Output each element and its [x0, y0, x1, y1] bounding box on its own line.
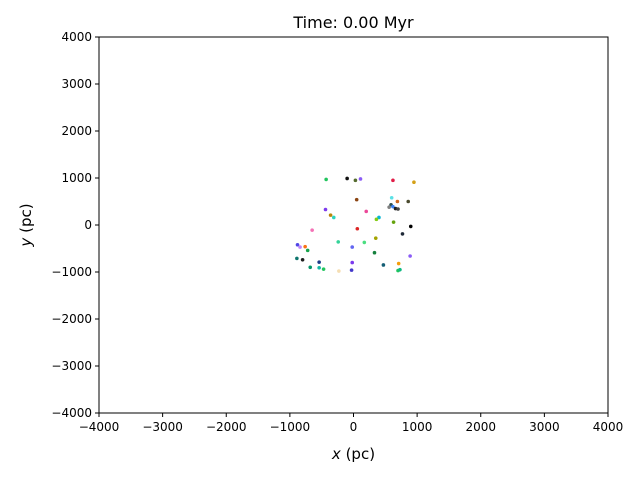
scatter-point [300, 257, 305, 262]
x-axis-label: x (pc) [331, 445, 375, 463]
x-tick-label: 0 [350, 420, 358, 434]
y-tick-label: 1000 [61, 171, 92, 185]
y-tick-label: 2000 [61, 124, 92, 138]
scatter-points [295, 176, 416, 273]
scatter-point [355, 226, 360, 231]
scatter-point [324, 177, 328, 182]
scatter-point [395, 199, 400, 204]
x-tick-label: 3000 [529, 420, 560, 434]
scatter-point [391, 204, 395, 209]
plot-frame [98, 36, 609, 414]
scatter-point [391, 178, 395, 183]
scatter-point [377, 215, 381, 220]
scatter-point [331, 215, 336, 220]
y-tick-label: 0 [84, 218, 92, 232]
scatter-point [350, 245, 355, 249]
x-axis: −4000 −3000 −2000 −1000 0 1000 2000 3000 4000 [79, 413, 624, 434]
scatter-point [305, 248, 310, 253]
y-tick-label: 4000 [61, 30, 92, 44]
scatter-point [406, 199, 411, 204]
x-tick-label: 2000 [465, 420, 496, 434]
scatter-point [362, 240, 367, 245]
scatter-point [389, 195, 394, 200]
scatter-point [400, 232, 405, 236]
x-tick-label: 4000 [593, 420, 624, 434]
scatter-point [337, 269, 341, 273]
y-tick-label: 3000 [61, 77, 92, 91]
scatter-point [317, 265, 321, 270]
x-tick-label: −3000 [142, 420, 183, 434]
scatter-point [396, 261, 401, 266]
scatter-point [310, 228, 314, 232]
scatter-point [350, 260, 355, 265]
scatter-point [323, 207, 328, 212]
scatter-point [303, 244, 307, 249]
scatter-point [408, 254, 412, 258]
scatter-point [353, 178, 358, 183]
scatter-point [354, 197, 359, 202]
scatter-point [295, 256, 299, 261]
scatter-point [336, 240, 341, 244]
scatter-point [387, 205, 391, 209]
scatter-point [317, 260, 321, 264]
y-axis-label: y (pc) [17, 203, 35, 247]
y-tick-label: −2000 [51, 312, 92, 326]
scatter-point [321, 267, 326, 271]
scatter-point [412, 180, 416, 185]
scatter-point [345, 176, 349, 181]
x-tick-label: −4000 [79, 420, 120, 434]
scatter-point [295, 242, 300, 247]
scatter-point [391, 220, 396, 224]
y-tick-label: −3000 [51, 359, 92, 373]
scatter-point [349, 268, 354, 272]
scatter-point [396, 207, 400, 211]
scatter-point [372, 250, 377, 255]
scatter-point [373, 236, 378, 240]
scatter-point [328, 213, 333, 217]
scatter-point [298, 245, 302, 249]
y-axis: −4000 −3000 −2000 −1000 0 1000 2000 3000 4000 [51, 30, 99, 420]
x-tick-label: −2000 [206, 420, 247, 434]
y-tick-label: −1000 [51, 265, 92, 279]
scatter-point [308, 265, 313, 270]
scatter-point [381, 263, 386, 267]
scatter-point [374, 217, 379, 222]
y-tick-label: −4000 [51, 406, 92, 420]
chart-title: Time: 0.00 Myr [292, 13, 414, 32]
x-tick-label: 1000 [402, 420, 433, 434]
scatter-point [358, 177, 363, 181]
x-tick-label: −1000 [270, 420, 311, 434]
scatter-point [408, 224, 413, 229]
scatter-point [398, 267, 402, 272]
scatter-point [364, 209, 369, 214]
